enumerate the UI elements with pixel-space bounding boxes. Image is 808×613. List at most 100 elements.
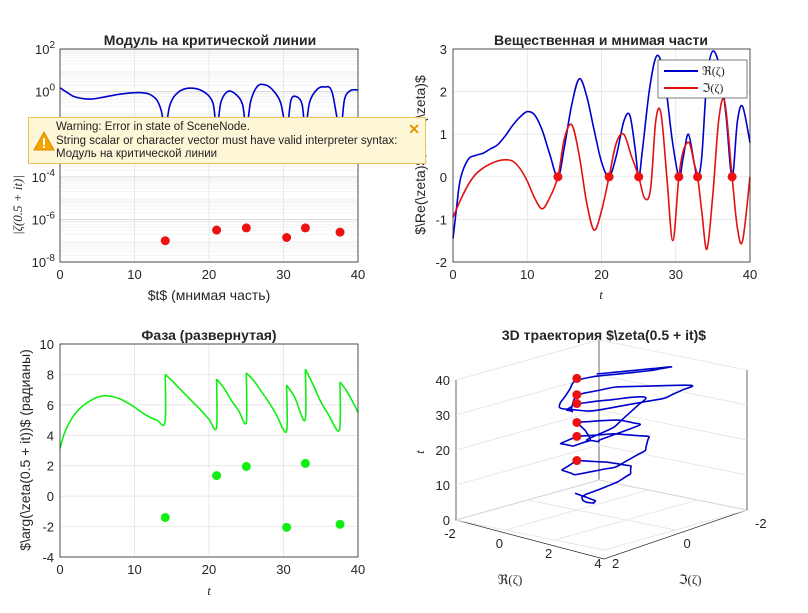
traj3d-grid (455, 339, 748, 551)
zero-marker (674, 172, 684, 182)
zero-marker (300, 223, 310, 233)
zero-marker (335, 227, 345, 237)
z-tick-label: 20 (436, 443, 450, 458)
x-tick-label: 2 (545, 546, 552, 561)
phase-line (245, 372, 289, 434)
y-tick-label: 10-8 (32, 253, 56, 270)
magnitude-line (59, 83, 359, 131)
x-tick-label: -2 (444, 526, 456, 541)
y-tick-label: -1 (435, 212, 447, 227)
z-tick-label: 40 (436, 373, 450, 388)
imag-part-line (452, 97, 751, 251)
realimag-lines (452, 50, 751, 251)
y-tick-label: 2 (440, 85, 447, 100)
zero-marker (572, 456, 582, 466)
y-tick-label: -4 (42, 550, 54, 565)
traj3d-title: 3D траектория $\zeta(0.5 + it)$ (502, 327, 706, 343)
x-tick-label: 40 (351, 562, 365, 577)
phase-line (59, 374, 167, 449)
warning-line-3: Модуль на критической линии (56, 148, 218, 160)
x-tick-label: 30 (669, 267, 683, 282)
zero-marker (553, 172, 563, 182)
realimag-legend: ℜ(ζ) ℑ(ζ) (657, 59, 748, 99)
y-tick-label: 0 (47, 489, 54, 504)
y-tick-label: -2 (435, 255, 447, 270)
realimag-title: Вещественная и мнимая части (494, 32, 708, 48)
realimag-plot: Вещественная и мнимая части 0 10 20 30 40-2-… (412, 32, 757, 302)
phase-lines (59, 368, 359, 532)
x-tick-label: 30 (276, 562, 290, 577)
magnitude-xlabel: $t$ (мнимая часть) (148, 287, 271, 303)
zero-marker (300, 458, 310, 468)
warning-icon (33, 130, 55, 151)
legend-imag-label: ℑ(ζ) (702, 81, 723, 95)
y-tick-label: 2 (612, 556, 619, 571)
realimag-axes-box (452, 48, 751, 263)
phase-line (215, 372, 248, 425)
y-tick-label: -2 (42, 520, 54, 535)
y-tick-label: -2 (755, 516, 767, 531)
warning-line-2: String scalar or character vector must h… (56, 134, 398, 147)
close-icon[interactable]: ✕ (408, 121, 420, 137)
magnitude-lines (59, 83, 359, 246)
zero-marker (572, 373, 582, 383)
z-tick-label: 0 (443, 513, 450, 528)
y-tick-label: 4 (47, 428, 54, 443)
y-tick-label: 2 (47, 459, 54, 474)
warning-text: Warning: Error in state of SceneNode. St… (56, 121, 397, 162)
zero-marker (160, 236, 170, 246)
y-tick-label: 8 (47, 367, 54, 382)
x-tick-label: 4 (594, 556, 601, 571)
zero-marker (282, 522, 292, 532)
x-tick-label: 0 (496, 536, 503, 551)
traj3d-zlabel: t (412, 450, 427, 454)
trajectory-line (558, 365, 694, 504)
y-tick-label: 100 (35, 83, 55, 100)
warning-banner: Warning: Error in state of SceneNode. St… (28, 117, 426, 164)
x-tick-label: 40 (743, 267, 757, 282)
x-tick-label: 20 (594, 267, 608, 282)
zero-marker (604, 172, 614, 182)
zero-marker (160, 512, 170, 522)
phase-line (304, 368, 342, 432)
real-part-line (452, 50, 751, 239)
floor-gridline (455, 519, 605, 551)
zero-marker (634, 172, 644, 182)
zero-marker (572, 390, 582, 400)
magnitude-title: Модуль на критической линии (104, 32, 316, 48)
phase-grid (59, 343, 359, 558)
x-tick-label: 0 (56, 267, 63, 282)
x-tick-label: 20 (202, 562, 216, 577)
x-tick-label: 0 (449, 267, 456, 282)
phase-line (339, 381, 359, 413)
zero-marker (282, 233, 292, 243)
y-tick-label: 102 (35, 40, 55, 57)
y-tick-label: 10-6 (32, 210, 56, 227)
z-gridline (455, 374, 748, 416)
zero-marker (241, 461, 251, 471)
phase-title: Фаза (развернутая) (141, 327, 276, 343)
magnitude-ylabel: |ζ(0.5 + it)| (10, 175, 25, 235)
z-gridline (455, 479, 748, 521)
zero-marker (572, 417, 582, 427)
zero-marker (572, 431, 582, 441)
magnitude-plot: Модуль на критической линии 0 10 20 30 40 10-… (10, 32, 365, 303)
phase-plot: Фаза (развернутая) 0 10 20 30 40-4-20246810 … (17, 327, 365, 598)
y-tick-label: 10-4 (32, 168, 56, 185)
traj3d-ylabel: ℑ(ζ) (678, 572, 701, 587)
realimag-ticks: 0 10 20 30 40 -2 -1 0 1 2 3 (435, 42, 757, 282)
zero-marker (727, 172, 737, 182)
phase-ylabel: $\arg(\zeta(0.5 + it))$ (радианы) (17, 349, 33, 550)
z-gridline (455, 444, 748, 486)
legend-box (657, 59, 748, 99)
z-tick-label: 10 (436, 478, 450, 493)
y-tick-label: 1 (440, 127, 447, 142)
zero-marker (212, 225, 222, 235)
phase-xlabel: t (207, 583, 211, 598)
x-tick-label: 20 (202, 267, 216, 282)
traj3d-lines (558, 365, 694, 504)
floor-gridline (598, 479, 748, 511)
